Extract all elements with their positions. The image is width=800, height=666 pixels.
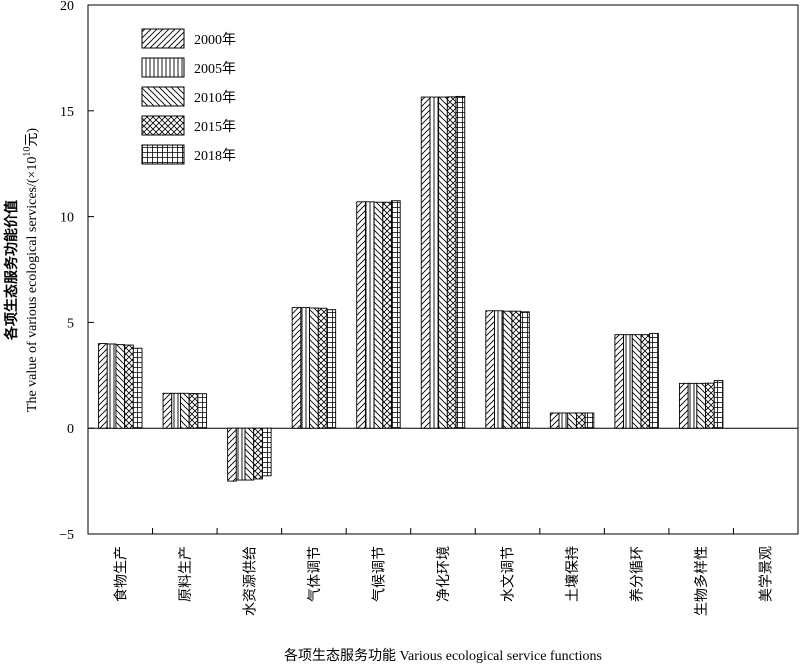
bar [549,412,560,429]
bar [485,310,495,429]
bar [429,96,440,429]
y-axis-title-cn: 各项生态服务功能价值 [3,200,20,341]
legend-label: 2018年 [194,148,236,164]
y-tick-label: 15 [60,105,74,120]
x-tick-label: 生物多样性 [693,546,710,616]
plot-border [87,4,799,535]
bar [391,200,401,429]
bar [640,334,651,429]
bar [326,309,337,429]
x-axis: 食物生产 原料生产 水资源供给 气体调节 气候调节 净化环境 水文调节 土壤保持 养分循环 生物多… [112,528,775,616]
legend-label: 2010年 [194,90,236,106]
bar [382,201,392,429]
bar [502,310,513,429]
x-tick-label: 气体调节 [307,546,323,602]
x-tick-label: 气候调节 [371,546,387,602]
bar [713,380,724,429]
bar [696,382,706,429]
bar [364,201,375,429]
legend-swatch [141,144,185,165]
bar [106,343,117,429]
y-tick-label: 0 [67,422,74,437]
bar [520,311,530,429]
bar [494,310,504,429]
x-tick-label: 水文调节 [501,546,517,602]
x-tick-label: 养分循环 [630,546,646,602]
bar [511,310,522,429]
y-axis-title-en-exponent: 10 [22,147,33,157]
bar [678,382,689,429]
bar [244,427,255,481]
bar [171,392,181,429]
legend-label: 2005年 [194,61,236,77]
bar [649,332,659,429]
bar [575,412,586,429]
bar [705,382,715,429]
y-axis-title-en-suffix: 元) [25,128,40,147]
y-axis-title-en: The value of various ecological services… [22,128,40,413]
x-tick-label: 水资源供给 [242,546,258,616]
bar [132,347,143,429]
y-tick-label: 5 [67,316,74,331]
bar [227,427,237,482]
bar [309,307,319,429]
legend-swatch [141,57,185,78]
bar [446,96,457,429]
legend-swatch [141,115,185,136]
x-tick-label: 土壤保持 [564,546,581,602]
x-tick-label: 净化环境 [436,546,452,602]
bar [631,334,642,429]
legend-label: 2015年 [194,119,236,135]
bars [98,95,724,482]
bar [180,392,190,429]
legend-swatch [141,28,185,49]
y-axis: −5 0 5 10 15 20 [59,0,94,543]
bar [261,427,272,477]
bar [623,334,633,429]
bar [373,201,384,429]
bar [420,96,431,429]
x-tick-label: 原料生产 [178,546,194,602]
bar [317,307,328,429]
bar [687,382,698,429]
bar [253,427,263,480]
bar [235,427,246,481]
y-tick-label: −5 [59,528,74,543]
legend-swatch [141,86,185,107]
bar [124,344,134,429]
x-tick-label: 食物生产 [112,546,129,602]
bar [584,412,595,429]
bar [188,393,199,429]
bar [356,201,366,429]
bar [614,334,625,429]
legend-label: 2000年 [194,32,236,48]
y-tick-label: 20 [60,0,74,14]
x-axis-title: 各项生态服务功能 Various ecological service func… [284,648,602,664]
y-axis-title-en-prefix: The value of various ecological services… [25,157,40,413]
bar [567,412,577,429]
bar [300,307,311,429]
bar [98,343,108,429]
y-tick-label: 10 [60,211,74,226]
bar [438,96,448,429]
bar [558,412,569,429]
bar [197,393,208,429]
bar [162,392,173,429]
x-tick-label: 美学景观 [759,546,775,602]
bar [291,307,302,429]
legend: 2000年 2005年 2010年 2015年 2018年 [141,28,236,165]
bar [455,95,466,429]
bar [115,344,126,429]
